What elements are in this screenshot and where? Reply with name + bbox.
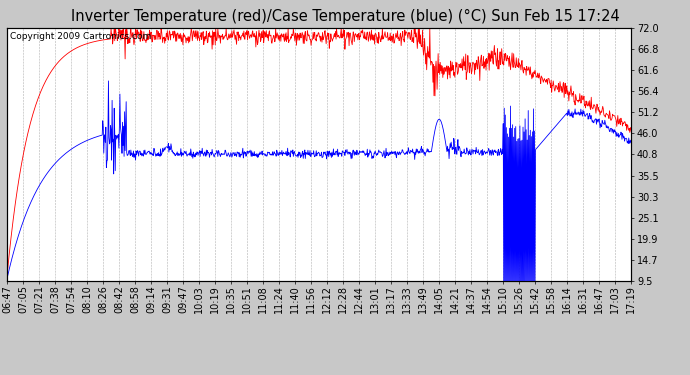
Text: Copyright 2009 Cartronics.com: Copyright 2009 Cartronics.com bbox=[10, 32, 151, 41]
Text: Inverter Temperature (red)/Case Temperature (blue) (°C) Sun Feb 15 17:24: Inverter Temperature (red)/Case Temperat… bbox=[70, 9, 620, 24]
